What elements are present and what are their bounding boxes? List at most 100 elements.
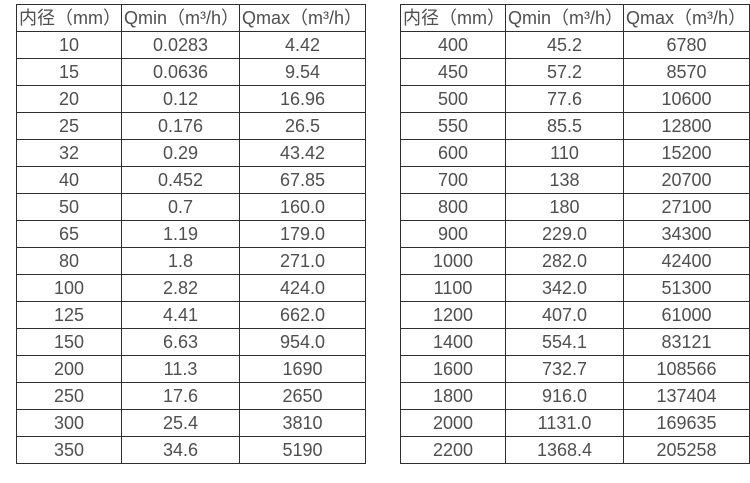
table-cell: 108566 bbox=[623, 355, 750, 383]
table-cell: 12800 bbox=[623, 112, 750, 140]
table-cell: 27100 bbox=[623, 193, 750, 221]
table-cell: 20 bbox=[16, 85, 122, 113]
table-cell: 954.0 bbox=[239, 328, 366, 356]
table-cell: 26.5 bbox=[239, 112, 366, 140]
table-cell: 110 bbox=[504, 139, 625, 167]
table-cell: 250 bbox=[16, 382, 122, 410]
table-row: 1200 407.0 61000 bbox=[400, 301, 750, 329]
table-row: 10 0.0283 4.42 bbox=[16, 31, 366, 59]
table-cell: 1000 bbox=[400, 247, 506, 275]
table-cell: 700 bbox=[400, 166, 506, 194]
table-row: 1400 554.1 83121 bbox=[400, 328, 750, 356]
table-cell: 15 bbox=[16, 58, 122, 86]
table-cell: 34.6 bbox=[120, 436, 241, 464]
table-cell: 1400 bbox=[400, 328, 506, 356]
table-cell: 4.41 bbox=[120, 301, 241, 329]
table-row: 80 1.8 271.0 bbox=[16, 247, 366, 275]
table-cell: 550 bbox=[400, 112, 506, 140]
table-cell: 51300 bbox=[623, 274, 750, 302]
table-cell: 15200 bbox=[623, 139, 750, 167]
table-row: 1100 342.0 51300 bbox=[400, 274, 750, 302]
table-cell: 34300 bbox=[623, 220, 750, 248]
table-row: 550 85.5 12800 bbox=[400, 112, 750, 140]
table-cell: 0.0283 bbox=[120, 31, 241, 59]
table-cell: 600 bbox=[400, 139, 506, 167]
table-cell: 1100 bbox=[400, 274, 506, 302]
table-row: 700 138 20700 bbox=[400, 166, 750, 194]
table-row: 32 0.29 43.42 bbox=[16, 139, 366, 167]
column-header: Qmin（m³/h） bbox=[504, 4, 625, 32]
table-cell: 42400 bbox=[623, 247, 750, 275]
table-cell: 169635 bbox=[623, 409, 750, 437]
table-cell: 200 bbox=[16, 355, 122, 383]
table-cell: 20700 bbox=[623, 166, 750, 194]
table-cell: 25 bbox=[16, 112, 122, 140]
table-row: 600 110 15200 bbox=[400, 139, 750, 167]
table-cell: 17.6 bbox=[120, 382, 241, 410]
table-row: 2000 1131.0 169635 bbox=[400, 409, 750, 437]
table-cell: 10600 bbox=[623, 85, 750, 113]
table-cell: 1.8 bbox=[120, 247, 241, 275]
table-cell: 138 bbox=[504, 166, 625, 194]
table-cell: 350 bbox=[16, 436, 122, 464]
table-cell: 45.2 bbox=[504, 31, 625, 59]
table-cell: 0.7 bbox=[120, 193, 241, 221]
table-cell: 67.85 bbox=[239, 166, 366, 194]
table-cell: 1.19 bbox=[120, 220, 241, 248]
table-cell: 85.5 bbox=[504, 112, 625, 140]
table-cell: 8570 bbox=[623, 58, 750, 86]
table-cell: 2650 bbox=[239, 382, 366, 410]
table-cell: 0.12 bbox=[120, 85, 241, 113]
table-cell: 100 bbox=[16, 274, 122, 302]
table-cell: 9.54 bbox=[239, 58, 366, 86]
table-cell: 2000 bbox=[400, 409, 506, 437]
table-row: 65 1.19 179.0 bbox=[16, 220, 366, 248]
table-row: 40 0.452 67.85 bbox=[16, 166, 366, 194]
column-header: Qmax（m³/h） bbox=[623, 4, 750, 32]
table-cell: 160.0 bbox=[239, 193, 366, 221]
header-row: 内径（mm） Qmin（m³/h） Qmax（m³/h） bbox=[16, 4, 366, 32]
column-header: 内径（mm） bbox=[16, 4, 122, 32]
table-cell: 271.0 bbox=[239, 247, 366, 275]
table-cell: 0.176 bbox=[120, 112, 241, 140]
table-row: 800 180 27100 bbox=[400, 193, 750, 221]
table-cell: 40 bbox=[16, 166, 122, 194]
table-cell: 407.0 bbox=[504, 301, 625, 329]
table-cell: 900 bbox=[400, 220, 506, 248]
table-cell: 554.1 bbox=[504, 328, 625, 356]
table-cell: 61000 bbox=[623, 301, 750, 329]
table-cell: 0.0636 bbox=[120, 58, 241, 86]
table-row: 50 0.7 160.0 bbox=[16, 193, 366, 221]
table-cell: 229.0 bbox=[504, 220, 625, 248]
table-cell: 150 bbox=[16, 328, 122, 356]
table-row: 1800 916.0 137404 bbox=[400, 382, 750, 410]
table-cell: 1131.0 bbox=[504, 409, 625, 437]
table-cell: 732.7 bbox=[504, 355, 625, 383]
table-row: 100 2.82 424.0 bbox=[16, 274, 366, 302]
table-cell: 6780 bbox=[623, 31, 750, 59]
table-cell: 450 bbox=[400, 58, 506, 86]
table-cell: 1600 bbox=[400, 355, 506, 383]
table-cell: 32 bbox=[16, 139, 122, 167]
table-cell: 1800 bbox=[400, 382, 506, 410]
column-header: 内径（mm） bbox=[400, 4, 506, 32]
table-row: 400 45.2 6780 bbox=[400, 31, 750, 59]
table-row: 350 34.6 5190 bbox=[16, 436, 366, 464]
column-header: Qmax（m³/h） bbox=[239, 4, 366, 32]
table-cell: 400 bbox=[400, 31, 506, 59]
table-cell: 65 bbox=[16, 220, 122, 248]
flow-rate-tables-page: 内径（mm） Qmin（m³/h） Qmax（m³/h） 10 0.0283 4.42 15… bbox=[16, 4, 750, 464]
table-row: 15 0.0636 9.54 bbox=[16, 58, 366, 86]
table-cell: 916.0 bbox=[504, 382, 625, 410]
table-cell: 11.3 bbox=[120, 355, 241, 383]
table-cell: 43.42 bbox=[239, 139, 366, 167]
table-cell: 0.29 bbox=[120, 139, 241, 167]
table-row: 900 229.0 34300 bbox=[400, 220, 750, 248]
table-cell: 50 bbox=[16, 193, 122, 221]
table-row: 2200 1368.4 205258 bbox=[400, 436, 750, 464]
table-cell: 500 bbox=[400, 85, 506, 113]
table-cell: 6.63 bbox=[120, 328, 241, 356]
table-cell: 5190 bbox=[239, 436, 366, 464]
table-cell: 1690 bbox=[239, 355, 366, 383]
table-cell: 179.0 bbox=[239, 220, 366, 248]
